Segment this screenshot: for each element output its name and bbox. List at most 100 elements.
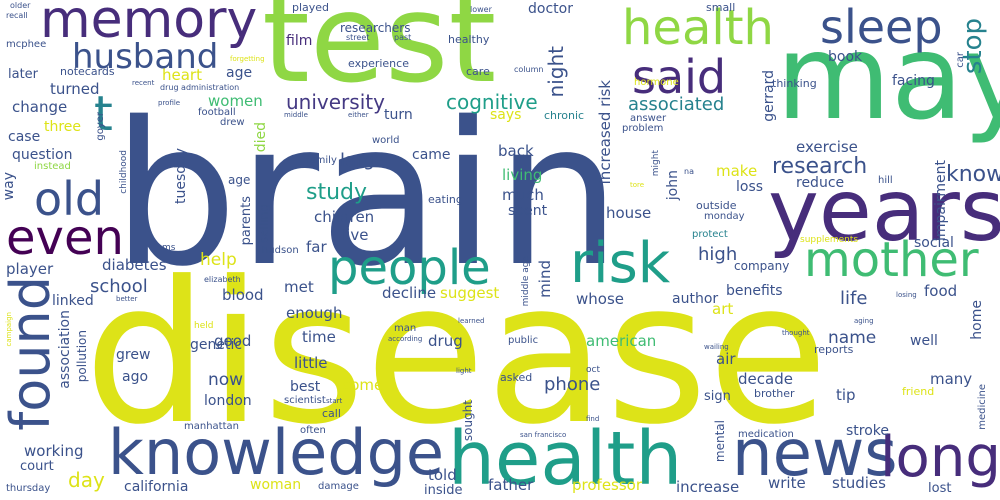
word-column: column	[514, 65, 544, 74]
word-either: either	[348, 111, 369, 119]
word-later: later	[8, 67, 39, 82]
word-said: said	[632, 50, 727, 104]
word-football: football	[198, 107, 236, 118]
word-world: world	[372, 135, 400, 146]
word-healthy: healthy	[448, 33, 490, 46]
word-medication: medication	[738, 429, 794, 440]
word-women: women	[208, 92, 263, 110]
word-best: best	[290, 379, 321, 395]
word-knowledge: knowledge	[108, 416, 445, 489]
word-day: day	[68, 468, 105, 492]
word-according: according	[388, 335, 423, 343]
word-enough: enough	[286, 304, 343, 322]
word-three: three	[44, 119, 82, 135]
word-time: time	[302, 328, 336, 346]
word-live: live	[342, 226, 369, 244]
word-decline: decline	[382, 284, 437, 302]
word-benefits: benefits	[726, 283, 783, 299]
word-call: call	[322, 407, 341, 420]
word-studies: studies	[832, 474, 886, 492]
word-food: food	[924, 282, 958, 300]
word-disease: disease	[84, 240, 829, 468]
word-past: past	[394, 33, 412, 42]
word-manhattan: manhattan	[184, 421, 239, 432]
word-experience: experience	[348, 57, 409, 70]
word-pollution: pollution	[75, 330, 89, 383]
word-house: house	[606, 204, 652, 222]
word-recall: recall	[6, 11, 28, 20]
word-mcphee: mcphee	[6, 39, 47, 50]
word-american: american	[586, 332, 657, 350]
word-case: case	[8, 129, 41, 145]
word-suggest: suggest	[440, 284, 500, 302]
word-tore: tore	[630, 181, 645, 189]
word-association: association	[57, 310, 73, 389]
word-old: old	[34, 172, 105, 226]
word-drug: drug	[428, 332, 463, 350]
word-impairment: impairment	[933, 160, 949, 242]
word-home: home	[969, 300, 985, 340]
word-sign: sign	[704, 389, 731, 404]
word-health-big: health	[448, 416, 683, 500]
word-woman: woman	[250, 477, 302, 493]
word-back: back	[498, 142, 534, 160]
word-research: research	[772, 154, 868, 179]
word-small: small	[706, 1, 736, 14]
word-goyer: goyer	[95, 112, 106, 141]
word-drug-administration: drug administration	[160, 83, 240, 92]
word-write: write	[768, 474, 806, 492]
word-reports: reports	[814, 343, 854, 356]
word-school: school	[90, 276, 148, 297]
word-social: social	[914, 235, 954, 251]
word-turn: turn	[384, 107, 413, 123]
word-man: man	[394, 323, 417, 334]
word-wailing: wailing	[704, 343, 729, 351]
word-many: many	[930, 370, 973, 388]
word-na: na	[684, 167, 694, 176]
word-memory: memory	[40, 0, 258, 50]
word-age-top: age	[226, 65, 253, 81]
word-car: car	[955, 52, 966, 68]
word-better: better	[116, 295, 138, 303]
word-tuesday: tuesday	[173, 148, 189, 205]
word-instead: instead	[34, 161, 71, 172]
word-aging: aging	[854, 317, 874, 325]
word-thought: thought	[782, 329, 810, 337]
word-damage: damage	[318, 481, 359, 492]
word-health-top: health	[622, 0, 774, 56]
word-might: might	[651, 150, 661, 177]
word-answer: answer	[630, 113, 667, 124]
word-may: may	[776, 8, 1000, 146]
word-played: played	[292, 1, 330, 14]
word-selling: selling	[257, 204, 271, 243]
word-large: large	[340, 150, 386, 171]
word-outside: outside	[696, 199, 737, 212]
word-hill: hill	[878, 175, 893, 186]
word-older: older	[10, 1, 31, 10]
word-chronic: chronic	[544, 109, 585, 122]
word-mental: mental	[713, 420, 727, 463]
word-name: name	[828, 328, 877, 348]
word-street: street	[346, 33, 370, 42]
word-age-mid: age	[228, 173, 251, 187]
word-news: news	[732, 417, 898, 491]
word-working: working	[24, 442, 84, 460]
word-even: even	[6, 210, 124, 266]
word-middle-top: middle	[284, 111, 308, 119]
word-player: player	[6, 260, 54, 278]
word-family: family	[306, 155, 337, 166]
word-found: found	[0, 276, 62, 431]
word-professor: professor	[572, 476, 643, 494]
word-court: court	[20, 459, 54, 474]
word-book: book	[828, 49, 863, 65]
word-turned: turned	[50, 80, 100, 98]
word-far: far	[306, 238, 327, 256]
word-loss: loss	[736, 179, 764, 195]
word-losing: losing	[896, 291, 917, 299]
word-sleep: sleep	[820, 0, 943, 54]
word-died: died	[253, 122, 269, 153]
word-now: now	[208, 370, 244, 390]
word-years: years	[768, 161, 1000, 261]
word-doctor: doctor	[528, 1, 573, 17]
word-elizabeth: elizabeth	[204, 275, 241, 284]
